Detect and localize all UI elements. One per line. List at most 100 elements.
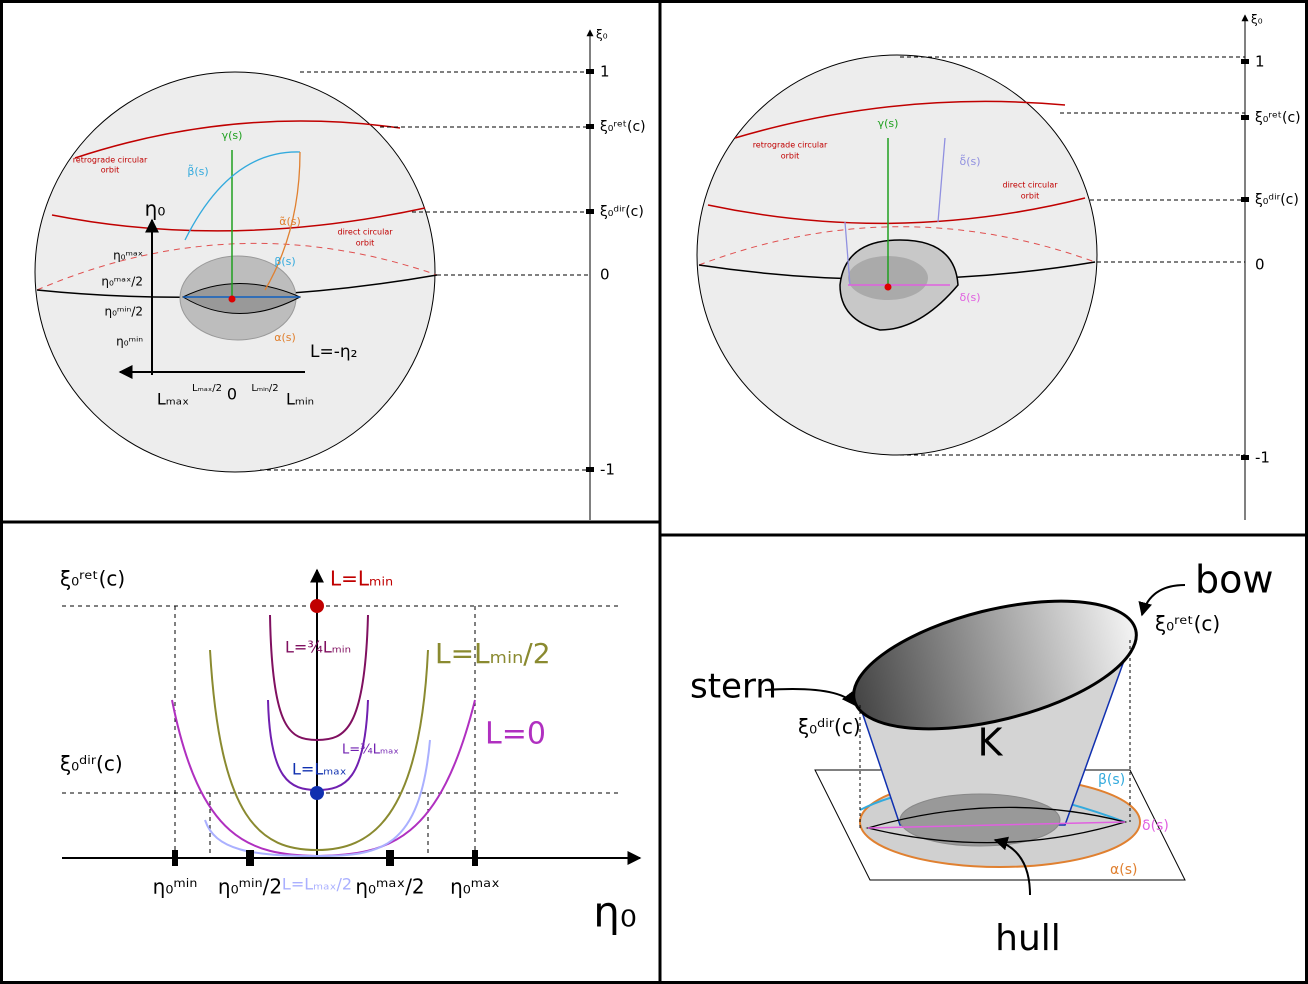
- curve: [269, 614, 369, 742]
- curve: [707, 197, 1086, 225]
- curve: [698, 226, 1096, 266]
- shape: [1241, 197, 1249, 202]
- curve: [204, 739, 431, 858]
- group: [260, 71, 590, 471]
- tick-label: Lₘᵢₙ/2: [251, 383, 278, 394]
- curve-label: L=¾Lₘₐₓ: [342, 743, 399, 758]
- axis-label: η₀: [145, 197, 166, 221]
- tick-label: 1: [600, 63, 610, 81]
- curve: [36, 242, 438, 291]
- orbit-label: orbit: [1021, 192, 1040, 201]
- curve: [1138, 584, 1186, 617]
- label: ξ₀ᵈⁱʳ(c): [798, 715, 861, 739]
- shape: [172, 850, 178, 866]
- orbit-label: orbit: [101, 166, 120, 175]
- curve: [844, 137, 946, 286]
- tick-label: 0: [1255, 256, 1265, 274]
- curve-label: δ(s): [959, 291, 980, 304]
- tick-label: -1: [1255, 449, 1270, 467]
- tick-label: η₀ᵐᵃˣ: [450, 875, 500, 899]
- label: ξ₀ʳᵉᵗ(c): [1155, 612, 1220, 636]
- shape: [472, 850, 478, 866]
- curve: [264, 151, 301, 291]
- orbit-label: direct circular: [337, 228, 393, 237]
- label: β(s): [1098, 772, 1125, 788]
- shape: [310, 599, 324, 613]
- shape: [867, 821, 1126, 829]
- shape: [586, 209, 594, 214]
- curve: [184, 151, 301, 241]
- group: [586, 69, 594, 472]
- tick-label: Lₘᵢₙ: [286, 390, 314, 409]
- orbit-label: direct circular: [1002, 181, 1058, 190]
- tick-label: ξ₀ᵈⁱʳ(c): [1255, 192, 1299, 208]
- shape: [228, 295, 236, 303]
- shape: [246, 850, 254, 866]
- tick-label: 0: [227, 385, 237, 404]
- orbit-label: retrograde circular: [73, 156, 148, 165]
- group: [859, 640, 1131, 830]
- curve-label: α̃(s): [279, 215, 301, 228]
- curve-label: L=Lₘᵢₙ/2: [435, 637, 551, 670]
- label: hull: [995, 918, 1061, 959]
- orbit-label: retrograde circular: [753, 141, 828, 150]
- group: [172, 850, 478, 866]
- label: bow: [1195, 558, 1273, 602]
- group: [900, 56, 1245, 456]
- tick-label: -1: [600, 461, 615, 479]
- shape: [1241, 115, 1249, 120]
- tick-label: ξ₀ᵈⁱʳ(c): [600, 204, 644, 220]
- curve: [51, 207, 426, 232]
- axis-label: ξ₀: [1251, 13, 1263, 27]
- tick-label: 1: [1255, 53, 1265, 71]
- tick-label: ξ₀ʳᵉᵗ(c): [60, 567, 125, 591]
- curve-label: L=0: [485, 717, 546, 752]
- curve-label: γ(s): [222, 129, 243, 142]
- shape: [586, 69, 594, 74]
- curve-label: δ̃(s): [959, 154, 980, 168]
- curve: [764, 688, 856, 707]
- tick-label: ξ₀ʳᵉᵗ(c): [600, 119, 646, 135]
- tick-label: ξ₀ʳᵉᵗ(c): [1255, 110, 1301, 126]
- curve: [209, 649, 429, 852]
- curve-label: β(s): [274, 255, 295, 268]
- curve-label: α(s): [274, 331, 296, 344]
- shape: [1241, 455, 1249, 460]
- label: K: [978, 721, 1004, 765]
- axis-label: ξ₀: [596, 28, 608, 42]
- tick-label: Lₘₐₓ/2: [192, 383, 222, 394]
- tick-label: η₀ᵐᵃˣ/2: [101, 275, 143, 289]
- label: δ(s): [1142, 818, 1169, 834]
- orbit-label: orbit: [781, 152, 800, 161]
- shape: [1241, 59, 1249, 64]
- group: [1241, 59, 1249, 460]
- tick-label: η₀ᵐᵃˣ: [113, 249, 143, 263]
- axis-label: L=-η₂: [310, 342, 357, 362]
- group: [171, 614, 476, 858]
- curve-label: L=Lₘₐₓ: [292, 760, 347, 779]
- curve-label: β̃(s): [187, 164, 208, 178]
- shape: [586, 467, 594, 472]
- shape: [386, 850, 394, 866]
- curve-label: L=Lₘᵢₙ: [330, 567, 393, 591]
- tick-label: Lₘₐₓ: [157, 390, 189, 409]
- group: [62, 605, 620, 858]
- group: [764, 584, 1186, 896]
- label: stern: [690, 667, 777, 707]
- axis-label: η₀: [593, 888, 636, 937]
- curve-label: L=Lₘₐₓ/2: [282, 875, 352, 894]
- curve: [74, 120, 401, 159]
- tick-label: ξ₀ᵈⁱʳ(c): [60, 752, 123, 776]
- curve: [993, 836, 1031, 896]
- label: α(s): [1110, 862, 1137, 878]
- curve-label: γ(s): [878, 117, 899, 130]
- curve: [734, 100, 1066, 139]
- tick-label: 0: [600, 266, 610, 284]
- tick-label: η₀ᵐᵃˣ/2: [355, 875, 424, 899]
- curve-label: L=¾Lₘᵢₙ: [285, 638, 351, 657]
- shape: [310, 786, 324, 800]
- shape: [884, 283, 892, 291]
- tick-label: η₀ᵐⁱⁿ: [116, 335, 143, 349]
